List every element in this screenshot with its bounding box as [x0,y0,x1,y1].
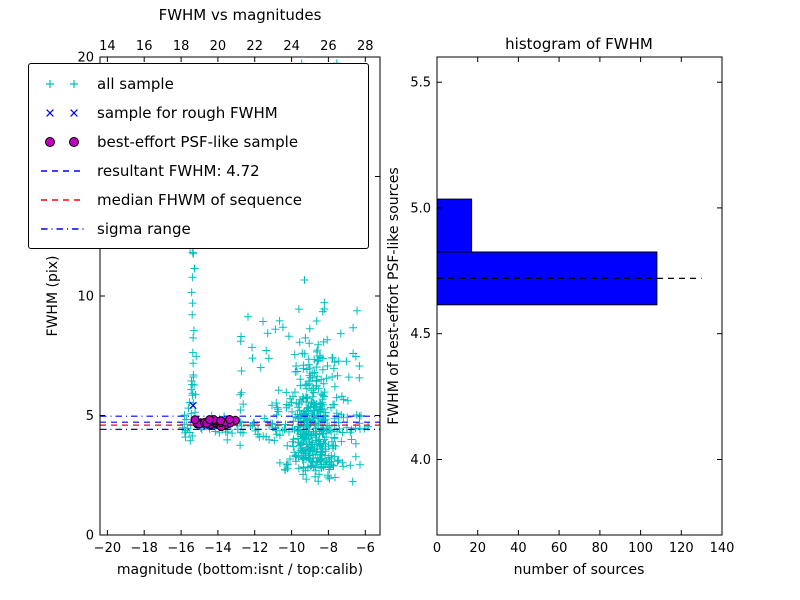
legend-marker-dashdot [41,227,85,230]
left-plot-ylabel: FWHM (pix) [45,256,61,337]
x-tick-label: 20 [469,541,486,556]
legend-marker-glyph [69,136,79,147]
legend-item: sample for rough FWHM [29,98,368,127]
legend-marker-glyph [70,108,78,117]
x-tick-label-bottom: −20 [94,541,121,556]
psf-sample-point [216,416,226,426]
left-plot: FWHM vs magnitudes magnitude (bottom:isn… [45,6,381,578]
x-tick-label-top: 16 [136,39,153,54]
x-tick-label-top: 20 [210,39,227,54]
legend-item: sigma range [29,214,368,243]
x-tick-label: 120 [669,541,694,556]
legend-item: all sample [29,69,368,98]
x-tick-label-bottom: −14 [204,541,231,556]
histogram-bar [436,251,658,306]
x-tick-label-top: 14 [99,39,116,54]
y-tick-label: 0 [86,529,94,544]
legend-marker-plus2 [46,79,78,88]
x-tick-label-top: 18 [173,39,190,54]
y-tick-label: 10 [77,290,94,305]
scatter-all-sample-points [178,59,373,486]
legend: all sample sample for rough FWHM best-effo… [28,63,369,249]
x-tick-label-bottom: −18 [130,541,157,556]
right-plot: histogram of FWHM number of sources FWHM… [386,35,734,578]
psf-sample-point [225,415,235,424]
right-plot-title: histogram of FWHM [505,35,653,53]
psf-sample-point [205,415,215,425]
legend-marker-glyph [46,108,54,117]
x-tick-label: 0 [433,541,441,556]
left-plot-content [100,59,380,486]
y-tick-label: 20 [77,51,94,66]
psf-sample-point [190,415,200,425]
legend-marker-dot2 [45,136,79,147]
x-tick-label-top: 22 [246,39,263,54]
legend-item-label: all sample [97,74,174,93]
legend-item-label: resultant FWHM: 4.72 [97,161,260,180]
legend-marker-dashed [41,169,85,172]
legend-marker-glyph [46,79,54,88]
legend-marker-glyph [45,136,55,147]
y-tick-label: 5.5 [410,76,431,91]
x-tick-label-bottom: −6 [356,541,375,556]
legend-item: resultant FWHM: 4.72 [29,156,368,185]
legend-item-label: sample for rough FWHM [97,103,278,122]
x-tick-label-top: 28 [357,39,374,54]
y-tick-label: 4.0 [410,453,431,468]
x-tick-label-bottom: −12 [241,541,268,556]
left-plot-frame [99,56,381,536]
left-plot-ticks: −20 −18 −16 −14 −12 −10 −8 −6 14 16 18 20 22 24 26 28 0 5… [77,39,380,556]
right-plot-ticks: 0 20 40 60 80 100 120 140 4.0 4.5 5.0 5.5 [410,57,734,556]
x-tick-label-top: 24 [283,39,300,54]
histogram-bar [436,198,473,253]
x-tick-label: 100 [628,541,653,556]
left-plot-title: FWHM vs magnitudes [159,6,322,24]
legend-item-label: sigma range [97,219,191,238]
right-plot-content [436,198,702,306]
legend-item-label: median FHWM of sequence [97,190,302,209]
y-tick-label: 5.0 [410,201,431,216]
right-plot-frame [436,56,723,536]
legend-marker-glyph [70,79,78,88]
legend-marker-dashed [41,198,85,201]
legend-item: best-effort PSF-like sample [29,127,368,156]
right-plot-xlabel: number of sources [514,562,645,578]
x-tick-label-top: 26 [320,39,337,54]
y-tick-label: 5 [86,409,94,424]
left-plot-xlabel: magnitude (bottom:isnt / top:calib) [117,562,363,578]
x-tick-label-bottom: −16 [167,541,194,556]
x-tick-label-bottom: −8 [319,541,338,556]
legend-item-label: best-effort PSF-like sample [97,132,299,151]
legend-marker-x2 [46,108,78,117]
right-plot-ylabel: FWHM of best-effort PSF-like sources [386,167,402,424]
x-tick-label: 60 [551,541,568,556]
x-tick-label: 140 [710,541,735,556]
legend-item: median FHWM of sequence [29,185,368,214]
x-tick-label: 80 [592,541,609,556]
x-tick-label: 40 [510,541,527,556]
y-tick-label: 4.5 [410,327,431,342]
x-tick-label-bottom: −10 [278,541,305,556]
